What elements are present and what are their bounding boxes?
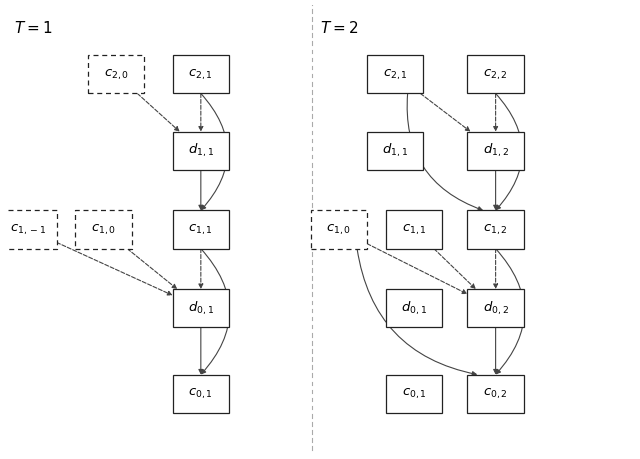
- Text: $T=2$: $T=2$: [320, 20, 358, 36]
- Text: $c_{0,1}$: $c_{0,1}$: [188, 386, 213, 401]
- FancyBboxPatch shape: [173, 375, 229, 413]
- Text: $c_{1,1}$: $c_{1,1}$: [188, 222, 213, 237]
- Text: $d_{1,1}$: $d_{1,1}$: [188, 142, 214, 159]
- FancyBboxPatch shape: [367, 132, 424, 170]
- FancyBboxPatch shape: [173, 55, 229, 94]
- FancyBboxPatch shape: [386, 210, 442, 249]
- Text: $d_{1,1}$: $d_{1,1}$: [382, 142, 408, 159]
- Text: $c_{0,1}$: $c_{0,1}$: [402, 386, 426, 401]
- Text: $c_{2,0}$: $c_{2,0}$: [104, 67, 129, 82]
- Text: $d_{0,1}$: $d_{0,1}$: [401, 300, 427, 317]
- Text: $c_{2,2}$: $c_{2,2}$: [483, 67, 508, 82]
- FancyBboxPatch shape: [467, 55, 524, 94]
- Text: $d_{0,1}$: $d_{0,1}$: [188, 300, 214, 317]
- Text: $c_{1,0}$: $c_{1,0}$: [326, 222, 351, 237]
- FancyBboxPatch shape: [88, 55, 145, 94]
- FancyBboxPatch shape: [173, 132, 229, 170]
- FancyBboxPatch shape: [467, 210, 524, 249]
- Text: $c_{1,0}$: $c_{1,0}$: [91, 222, 116, 237]
- FancyBboxPatch shape: [367, 55, 424, 94]
- Text: $c_{0,2}$: $c_{0,2}$: [483, 386, 508, 401]
- FancyBboxPatch shape: [0, 210, 56, 249]
- FancyBboxPatch shape: [386, 289, 442, 327]
- Text: $d_{1,2}$: $d_{1,2}$: [483, 142, 509, 159]
- FancyBboxPatch shape: [386, 375, 442, 413]
- FancyBboxPatch shape: [467, 132, 524, 170]
- FancyBboxPatch shape: [76, 210, 132, 249]
- Text: $T=1$: $T=1$: [14, 20, 52, 36]
- FancyBboxPatch shape: [467, 375, 524, 413]
- FancyBboxPatch shape: [173, 289, 229, 327]
- Text: $c_{1,2}$: $c_{1,2}$: [483, 222, 508, 237]
- Text: $c_{2,1}$: $c_{2,1}$: [383, 67, 408, 82]
- FancyBboxPatch shape: [173, 210, 229, 249]
- Text: $c_{2,1}$: $c_{2,1}$: [188, 67, 213, 82]
- Text: $d_{0,2}$: $d_{0,2}$: [483, 300, 509, 317]
- Text: $c_{1,-1}$: $c_{1,-1}$: [10, 222, 47, 237]
- Text: $c_{1,1}$: $c_{1,1}$: [402, 222, 426, 237]
- FancyBboxPatch shape: [467, 289, 524, 327]
- FancyBboxPatch shape: [310, 210, 367, 249]
